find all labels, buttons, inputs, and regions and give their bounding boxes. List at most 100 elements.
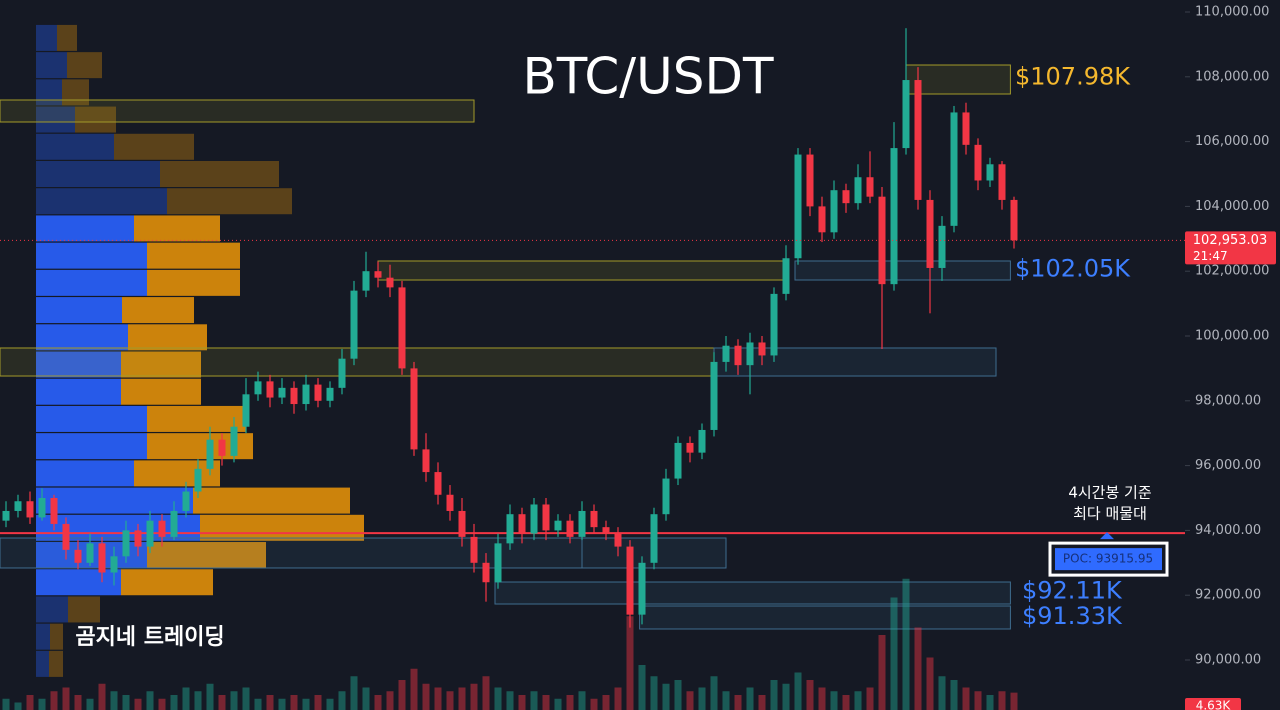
y-tick-label: 110,000.00: [1195, 5, 1269, 20]
volume-bar: [662, 683, 670, 710]
volume-bar: [494, 687, 502, 710]
profile-sell: [68, 596, 100, 623]
volume-bar: [2, 698, 10, 710]
candle-body: [722, 345, 730, 362]
profile-buy: [36, 460, 134, 487]
volume-bar: [806, 680, 814, 710]
candle-body: [506, 514, 514, 544]
price-annotation: $107.98K: [1015, 62, 1131, 90]
volume-bar: [302, 698, 310, 710]
profile-sell: [49, 650, 63, 677]
zone: [639, 605, 1011, 630]
candle-body: [626, 546, 634, 615]
candle-body: [854, 177, 862, 204]
candle-body: [926, 199, 934, 268]
volume-bar: [362, 687, 370, 710]
watermark: 곰지네 트레이딩: [75, 625, 224, 650]
volume-bar: [638, 665, 646, 710]
candle-body: [650, 514, 658, 563]
candle-body: [590, 510, 598, 528]
candle-body: [350, 290, 358, 359]
candle-body: [170, 510, 178, 537]
profile-buy: [36, 487, 193, 514]
candle-body: [842, 190, 850, 204]
profile-sell: [62, 79, 89, 106]
y-tick-label: 90,000.00: [1195, 653, 1261, 668]
candle-body: [578, 510, 586, 537]
volume-bar: [86, 698, 94, 710]
volume-bar: [314, 695, 322, 710]
profile-buy: [36, 433, 147, 460]
candle-body: [734, 345, 742, 366]
y-tick-label: 92,000.00: [1195, 588, 1261, 603]
candle-body: [338, 358, 346, 388]
candle-body: [86, 543, 94, 563]
volume-bar: [854, 691, 862, 710]
volume-bar: [434, 687, 442, 710]
volume-bar: [710, 676, 718, 710]
volume-bar: [38, 698, 46, 710]
volume-bar: [446, 691, 454, 710]
volume-bar: [998, 691, 1006, 710]
candle-body: [770, 293, 778, 356]
candle-body: [890, 148, 898, 285]
plot: 90,000.00 92,000.00 94,000.00 96,000.00 98,0…: [0, 5, 1269, 710]
volume-bar: [986, 695, 994, 710]
profile-sell: [167, 188, 292, 215]
profile-sell: [134, 215, 220, 242]
volume-bar: [422, 683, 430, 710]
volume-bar: [734, 695, 742, 710]
volume-bar: [74, 695, 82, 710]
poc-fill: [1055, 548, 1162, 571]
volume-bar: [398, 680, 406, 710]
candle-body: [218, 439, 226, 456]
profile-sell: [200, 514, 364, 541]
candle-body: [398, 287, 406, 369]
candle-body: [974, 144, 982, 181]
volume-bar: [374, 695, 382, 710]
chart-title: BTC/USDT: [522, 48, 774, 106]
candle-body: [362, 271, 370, 291]
volume-bar: [122, 695, 130, 710]
volume-bar: [62, 687, 70, 710]
price-annotation: $92.11K: [1022, 577, 1123, 605]
candle-body: [158, 520, 166, 537]
volume-bar: [338, 691, 346, 710]
volume-bar: [518, 695, 526, 710]
candle-body: [902, 80, 910, 149]
candle-body: [434, 472, 442, 495]
profile-buy: [36, 242, 147, 269]
candle-body: [698, 429, 706, 453]
profile-buy: [36, 24, 57, 51]
volume-bar: [926, 657, 934, 710]
volume-bar: [254, 698, 262, 710]
countdown: 21:47: [1193, 249, 1228, 263]
profile-buy: [36, 215, 134, 242]
volume-bar: [110, 691, 118, 710]
volume-bar: [914, 627, 922, 710]
candle-body: [194, 468, 202, 492]
volume-bar: [614, 687, 622, 710]
volume-bar: [722, 691, 730, 710]
candle-body: [782, 258, 790, 294]
profile-buy: [36, 378, 121, 405]
candle-body: [314, 384, 322, 401]
volume-bar: [962, 687, 970, 710]
candle-body: [710, 361, 718, 430]
candle-body: [746, 342, 754, 366]
candle-body: [950, 112, 958, 226]
candle-body: [290, 387, 298, 405]
zone: [494, 581, 1011, 605]
y-tick-label: 108,000.00: [1195, 69, 1269, 84]
candle-body: [470, 536, 478, 563]
poc-note: 최다 매물대: [1073, 505, 1147, 523]
candle-body: [26, 501, 34, 518]
profile-buy: [36, 269, 147, 296]
volume-bar: [650, 676, 658, 710]
candle-body: [998, 164, 1006, 200]
candle-body: [410, 368, 418, 450]
volume-label: 4.63K: [1196, 699, 1232, 710]
candle-body: [938, 225, 946, 268]
candle-body: [674, 442, 682, 479]
candle-body: [494, 543, 502, 583]
